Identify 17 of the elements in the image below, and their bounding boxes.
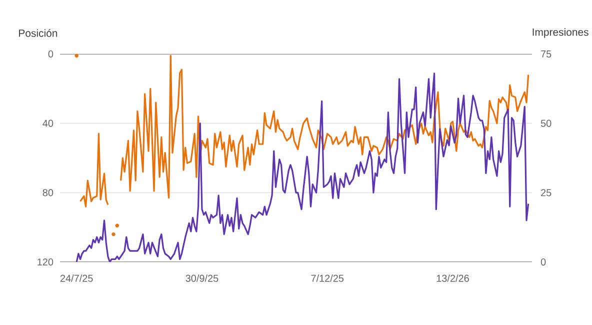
point — [74, 54, 78, 58]
y-tick-label: 0 — [48, 50, 54, 58]
y-tick-label: 40 — [42, 120, 54, 127]
y2-tick-label: 75 — [541, 50, 552, 58]
x-tick-label: 13/2/26 — [436, 274, 469, 282]
y2-tick-label: 0 — [540, 258, 546, 266]
y-tick-label: 80 — [42, 189, 54, 196]
x-tick-label: 30/9/25 — [186, 274, 218, 282]
point — [112, 232, 116, 236]
y2-tick-label: 50 — [540, 120, 552, 127]
x-tick-label: 7/12/25 — [311, 274, 344, 282]
point — [115, 224, 120, 228]
y2-axis-title: Impresiones — [532, 28, 588, 38]
y-tick-label: 120 — [38, 258, 54, 266]
y2-tick-label: 25 — [541, 189, 552, 196]
y-axis-title: Posición — [19, 29, 58, 37]
x-tick-label: 24/7/25 — [60, 274, 93, 282]
